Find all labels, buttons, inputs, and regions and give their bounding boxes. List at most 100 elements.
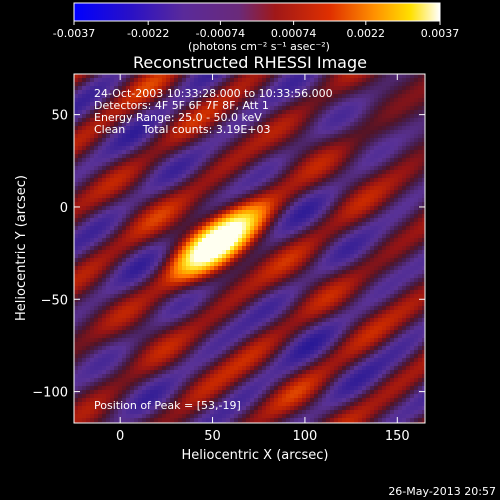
heatmap-cell [242, 110, 247, 115]
heatmap-cell [274, 186, 279, 191]
heatmap-cell [138, 90, 143, 95]
heatmap-cell [222, 262, 227, 267]
heatmap-cell [118, 210, 123, 215]
heatmap-cell [134, 322, 139, 327]
heatmap-cell [158, 354, 163, 359]
heatmap-cell [178, 98, 183, 103]
heatmap-cell [290, 418, 295, 423]
heatmap-cell [178, 386, 183, 391]
heatmap-cell [230, 378, 235, 383]
heatmap-cell [274, 382, 279, 387]
heatmap-cell [198, 186, 203, 191]
heatmap-cell [170, 350, 175, 355]
heatmap-cell [130, 394, 135, 399]
heatmap-cell [170, 226, 175, 231]
heatmap-cell [282, 162, 287, 167]
heatmap-cell [142, 82, 147, 87]
heatmap-cell [294, 202, 299, 207]
heatmap-cell [186, 142, 191, 147]
heatmap-cell [254, 342, 259, 347]
heatmap-cell [290, 150, 295, 155]
heatmap-cell [282, 346, 287, 351]
heatmap-cell [214, 274, 219, 279]
heatmap-cell [186, 366, 191, 371]
heatmap-cell [222, 110, 227, 115]
heatmap-cell [238, 194, 243, 199]
heatmap-cell [242, 138, 247, 143]
heatmap-cell [90, 94, 95, 99]
heatmap-cell [218, 146, 223, 151]
heatmap-cell [266, 186, 271, 191]
heatmap-cell [86, 142, 91, 147]
heatmap-cell [82, 182, 87, 187]
heatmap-cell [262, 406, 267, 411]
heatmap-cell [294, 122, 299, 127]
heatmap-cell [174, 378, 179, 383]
heatmap-cell [118, 338, 123, 343]
heatmap-cell [246, 150, 251, 155]
colorbar-unit-label: (photons cm⁻² s⁻¹ asec⁻²) [188, 40, 330, 53]
heatmap-cell [122, 414, 127, 419]
heatmap-cell [90, 214, 95, 219]
heatmap-cell [178, 114, 183, 119]
heatmap-cell [246, 154, 251, 159]
heatmap-cell [86, 154, 91, 159]
heatmap-cell [94, 130, 99, 135]
heatmap-cell [290, 410, 295, 415]
heatmap-cell [230, 218, 235, 223]
heatmap-cell [286, 238, 291, 243]
heatmap-cell [126, 170, 131, 175]
heatmap-cell [110, 334, 115, 339]
heatmap-cell [194, 270, 199, 275]
heatmap-cell [134, 102, 139, 107]
heatmap-cell [98, 126, 103, 131]
heatmap-cell [138, 402, 143, 407]
heatmap-cell [222, 334, 227, 339]
heatmap-cell [158, 230, 163, 235]
heatmap-cell [122, 366, 127, 371]
heatmap-cell [186, 90, 191, 95]
heatmap-cell [78, 282, 83, 287]
heatmap-cell [106, 238, 111, 243]
heatmap-cell [250, 302, 255, 307]
heatmap-cell [198, 354, 203, 359]
heatmap-cell [178, 362, 183, 367]
heatmap-cell [210, 170, 215, 175]
heatmap-cell [274, 118, 279, 123]
heatmap-cell [238, 178, 243, 183]
heatmap-cell [226, 274, 231, 279]
heatmap-cell [126, 270, 131, 275]
heatmap-cell [278, 302, 283, 307]
heatmap-cell [262, 234, 267, 239]
heatmap-cell [114, 190, 119, 195]
heatmap-cell [254, 378, 259, 383]
heatmap-cell [126, 350, 131, 355]
heatmap-cell [166, 174, 171, 179]
heatmap-cell [294, 146, 299, 151]
heatmap-cell [170, 306, 175, 311]
heatmap-cell [246, 374, 251, 379]
heatmap-cell [218, 394, 223, 399]
heatmap-cell [206, 270, 211, 275]
heatmap-cell [250, 274, 255, 279]
heatmap-cell [250, 366, 255, 371]
heatmap-cell [226, 322, 231, 327]
heatmap-cell [218, 398, 223, 403]
heatmap-cell [158, 270, 163, 275]
heatmap-cell [274, 374, 279, 379]
heatmap-cell [110, 238, 115, 243]
heatmap-cell [146, 362, 151, 367]
heatmap-cell [218, 114, 223, 119]
heatmap-cell [286, 310, 291, 315]
heatmap-cell [190, 118, 195, 123]
heatmap-cell [154, 390, 159, 395]
heatmap-cell [262, 238, 267, 243]
heatmap-cell [266, 238, 271, 243]
heatmap-cell [202, 190, 207, 195]
heatmap-cell [186, 394, 191, 399]
heatmap-cell [154, 266, 159, 271]
heatmap-cell [206, 98, 211, 103]
heatmap-cell [298, 278, 303, 283]
heatmap-cell [122, 198, 127, 203]
heatmap-cell [146, 182, 151, 187]
